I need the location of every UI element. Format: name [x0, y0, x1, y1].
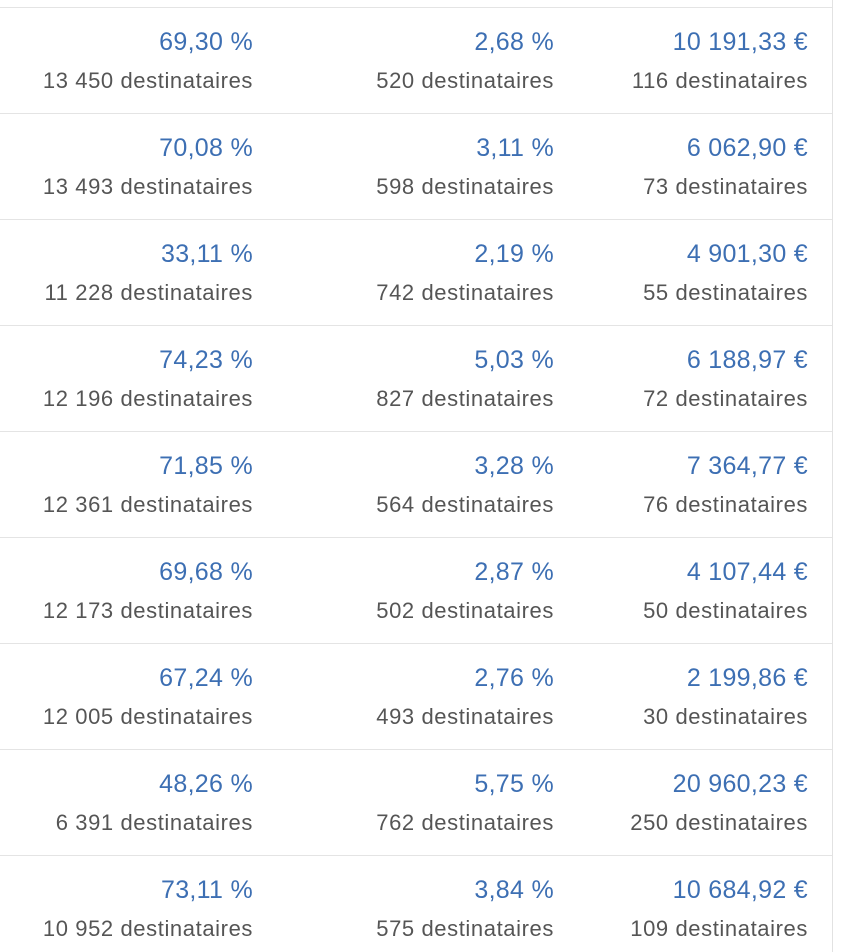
open-rate-cell: 69,68 % 12 173 destinataires [0, 538, 253, 643]
open-rate-value[interactable]: 74,23 % [159, 346, 253, 374]
click-rate-value[interactable]: 2,76 % [474, 664, 554, 692]
revenue-value[interactable]: 4 107,44 € [686, 558, 808, 586]
revenue-cell: 20 960,23 € 250 destinataires [590, 750, 808, 855]
revenue-value[interactable]: 4 901,30 € [686, 240, 808, 268]
open-rate-value[interactable]: 73,11 % [161, 876, 253, 904]
open-rate-cell: 71,85 % 12 361 destinataires [0, 432, 253, 537]
open-rate-value[interactable]: 71,85 % [159, 452, 253, 480]
click-recipients: 502 destinataires [376, 598, 554, 623]
click-recipients: 827 destinataires [376, 386, 554, 411]
revenue-recipients: 116 destinataires [631, 68, 808, 93]
click-rate-cell: 2,19 % 742 destinataires [300, 220, 554, 325]
open-rate-cell: 74,23 % 12 196 destinataires [0, 326, 253, 431]
revenue-cell: 4 901,30 € 55 destinataires [590, 220, 808, 325]
revenue-recipients: 50 destinataires [643, 598, 808, 623]
revenue-cell: 7 364,77 € 76 destinataires [590, 432, 808, 537]
revenue-value[interactable]: 10 684,92 € [672, 876, 808, 904]
open-recipients: 13 450 destinataires [42, 68, 253, 93]
open-recipients: 12 173 destinataires [42, 598, 253, 623]
open-rate-cell: 70,08 % 13 493 destinataires [0, 114, 253, 219]
revenue-recipients: 55 destinataires [643, 280, 808, 305]
click-rate-value[interactable]: 3,84 % [474, 876, 554, 904]
click-rate-cell: 5,03 % 827 destinataires [300, 326, 554, 431]
click-rate-value[interactable]: 3,11 % [476, 134, 554, 162]
revenue-recipients: 72 destinataires [643, 386, 808, 411]
table-row[interactable]: 33,11 % 11 228 destinataires 2,19 % 742 … [0, 220, 832, 326]
revenue-value[interactable]: 2 199,86 € [686, 664, 808, 692]
click-rate-cell: 3,84 % 575 destinataires [300, 856, 554, 952]
table-row[interactable]: 48,26 % 6 391 destinataires 5,75 % 762 d… [0, 750, 832, 856]
open-recipients: 12 361 destinataires [42, 492, 253, 517]
click-rate-cell: 2,68 % 520 destinataires [300, 8, 554, 113]
table-row[interactable]: 69,68 % 12 173 destinataires 2,87 % 502 … [0, 538, 832, 644]
click-rate-value[interactable]: 5,03 % [474, 346, 554, 374]
open-rate-cell: 33,11 % 11 228 destinataires [0, 220, 253, 325]
click-rate-cell: 2,76 % 493 destinataires [300, 644, 554, 749]
table-row[interactable]: 74,23 % 12 196 destinataires 5,03 % 827 … [0, 326, 832, 432]
revenue-recipients: 250 destinataires [630, 810, 808, 835]
table-row[interactable]: 70,08 % 13 493 destinataires 3,11 % 598 … [0, 114, 832, 220]
click-recipients: 520 destinataires [376, 68, 554, 93]
click-rate-value[interactable]: 2,68 % [474, 28, 554, 56]
revenue-cell: 2 199,86 € 30 destinataires [590, 644, 808, 749]
table-row[interactable]: 67,24 % 12 005 destinataires 2,76 % 493 … [0, 644, 832, 750]
click-rate-cell: 3,28 % 564 destinataires [300, 432, 554, 537]
click-recipients: 575 destinataires [376, 916, 554, 941]
revenue-cell: 4 107,44 € 50 destinataires [590, 538, 808, 643]
open-recipients: 13 493 destinataires [42, 174, 253, 199]
table-row[interactable]: 69,30 % 13 450 destinataires 2,68 % 520 … [0, 8, 832, 114]
table-row[interactable]: 73,11 % 10 952 destinataires 3,84 % 575 … [0, 856, 832, 952]
click-rate-value[interactable]: 5,75 % [474, 770, 554, 798]
revenue-cell: 6 062,90 € 73 destinataires [590, 114, 808, 219]
open-rate-cell: 48,26 % 6 391 destinataires [0, 750, 253, 855]
click-recipients: 564 destinataires [376, 492, 554, 517]
open-rate-value[interactable]: 48,26 % [159, 770, 253, 798]
click-rate-value[interactable]: 3,28 % [474, 452, 554, 480]
revenue-value[interactable]: 6 188,97 € [686, 346, 808, 374]
open-recipients: 10 952 destinataires [42, 916, 253, 941]
open-rate-cell: 69,30 % 13 450 destinataires [0, 8, 253, 113]
click-recipients: 598 destinataires [376, 174, 554, 199]
open-rate-value[interactable]: 69,30 % [159, 28, 253, 56]
revenue-recipients: 73 destinataires [643, 174, 808, 199]
revenue-value[interactable]: 6 062,90 € [686, 134, 808, 162]
top-divider [0, 7, 832, 8]
open-rate-value[interactable]: 70,08 % [159, 134, 253, 162]
open-rate-value[interactable]: 69,68 % [159, 558, 253, 586]
revenue-value[interactable]: 10 191,33 € [672, 28, 808, 56]
open-rate-value[interactable]: 67,24 % [159, 664, 253, 692]
click-rate-value[interactable]: 2,19 % [474, 240, 554, 268]
open-rate-value[interactable]: 33,11 % [161, 240, 253, 268]
revenue-recipients: 76 destinataires [643, 492, 808, 517]
open-rate-cell: 73,11 % 10 952 destinataires [0, 856, 253, 952]
click-recipients: 493 destinataires [376, 704, 554, 729]
open-recipients: 12 196 destinataires [42, 386, 253, 411]
click-rate-cell: 3,11 % 598 destinataires [300, 114, 554, 219]
table-row[interactable]: 71,85 % 12 361 destinataires 3,28 % 564 … [0, 432, 832, 538]
click-rate-cell: 2,87 % 502 destinataires [300, 538, 554, 643]
revenue-cell: 6 188,97 € 72 destinataires [590, 326, 808, 431]
revenue-value[interactable]: 7 364,77 € [686, 452, 808, 480]
click-recipients: 742 destinataires [376, 280, 554, 305]
revenue-cell: 10 191,33 € 116 destinataires [590, 8, 808, 113]
open-rate-cell: 67,24 % 12 005 destinataires [0, 644, 253, 749]
click-rate-value[interactable]: 2,87 % [474, 558, 554, 586]
revenue-value[interactable]: 20 960,23 € [672, 770, 808, 798]
revenue-recipients: 109 destinataires [630, 916, 808, 941]
revenue-recipients: 30 destinataires [643, 704, 808, 729]
open-recipients: 6 391 destinataires [55, 810, 253, 835]
open-recipients: 11 228 destinataires [44, 280, 253, 305]
click-rate-cell: 5,75 % 762 destinataires [300, 750, 554, 855]
click-recipients: 762 destinataires [376, 810, 554, 835]
revenue-cell: 10 684,92 € 109 destinataires [590, 856, 808, 952]
open-recipients: 12 005 destinataires [42, 704, 253, 729]
